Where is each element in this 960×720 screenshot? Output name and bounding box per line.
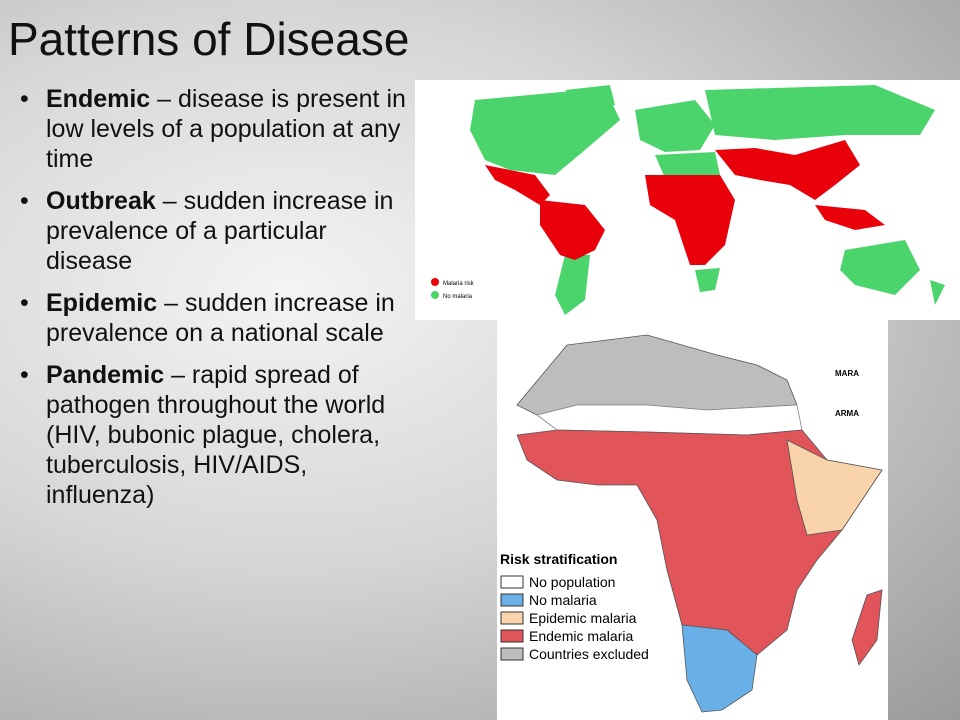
legend-swatch [500,575,524,589]
bullet: Outbreak – sudden increase in prevalence… [18,186,418,276]
slide-title: Patterns of Disease [8,13,410,65]
bullet-text: – sudden increase in prevalence on a nat… [46,289,395,347]
epidemic-area [786,439,883,536]
endemic-area [516,429,883,656]
legend-swatch [500,611,524,625]
malaria-risk-areas [485,140,885,265]
bullet: Pandemic – rapid spread of pathogen thro… [18,360,418,510]
legend-label: No population [529,574,615,590]
africa-legend: No population No malaria Epidemic malaria E… [500,574,649,662]
bullet-text: – disease is present in low levels of a … [46,85,406,173]
legend-label: Countries excluded [529,646,649,662]
bullet-term: Epidemic [46,289,158,317]
legend-label: Malaria risk [443,281,475,287]
world-map: Malaria risk No malaria [415,80,960,320]
no-malaria-areas [470,85,945,315]
bullet: Endemic – disease is present in low leve… [18,84,418,174]
legend-label: Endemic malaria [529,628,633,644]
bullet-term: Pandemic [46,361,165,389]
legend-swatch [500,647,524,661]
legend-title: Risk stratification [500,551,617,567]
excluded-area [516,334,798,416]
madagascar [851,589,883,666]
bullet-term: Outbreak [46,187,156,215]
legend-swatch [500,593,524,607]
bullet-term: Endemic [46,85,151,113]
world-legend: Malaria risk No malaria [431,278,475,300]
africa-map: MARA ARMA Risk stratification No populat… [497,320,888,720]
logo-text: MARA [835,369,859,378]
bullet-list: Endemic – disease is present in low leve… [18,84,418,522]
legend-swatch [431,278,439,286]
logo-text: ARMA [835,409,859,418]
legend-label: Epidemic malaria [529,610,637,626]
legend-swatch [500,629,524,643]
bullet-text: – sudden increase in prevalence of a par… [46,187,394,275]
legend-label: No malaria [529,592,597,608]
bullet: Epidemic – sudden increase in prevalence… [18,288,418,348]
legend-swatch [431,291,439,299]
legend-label: No malaria [443,294,473,300]
bullet-text: – rapid spread of pathogen throughout th… [46,361,386,509]
no-malaria-area [681,624,758,713]
